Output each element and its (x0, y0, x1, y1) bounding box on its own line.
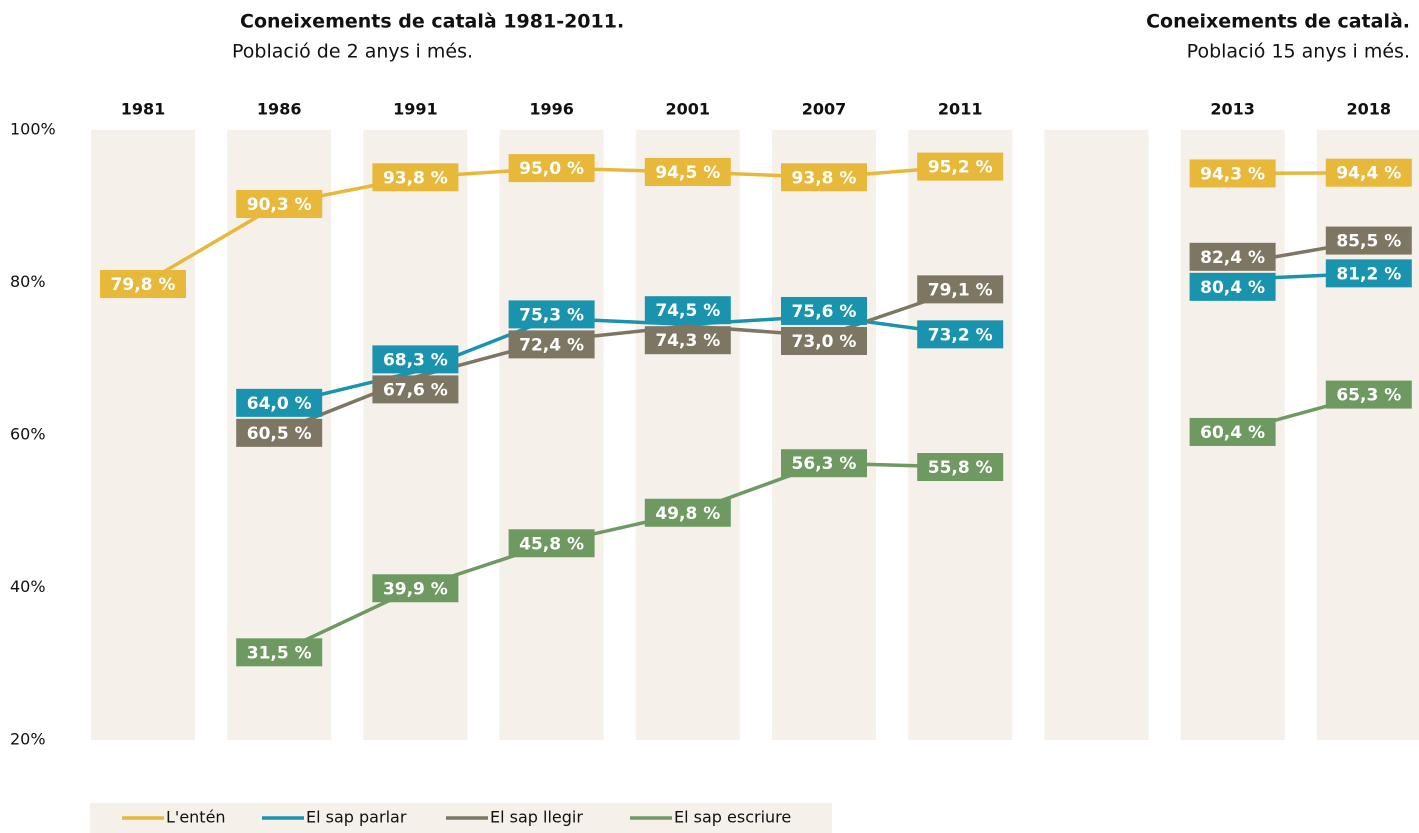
legend-label: El sap escriure (674, 808, 791, 827)
x-tick-label: 2011 (938, 100, 983, 119)
value-label-box (644, 326, 731, 355)
value-label: 74,5 % (655, 301, 720, 321)
value-label: 94,5 % (655, 163, 720, 183)
value-label-box (100, 270, 186, 299)
value-label-box (236, 418, 323, 447)
value-label-box (236, 638, 323, 667)
x-tick-label: 1996 (529, 100, 574, 119)
legend-label: L'entén (166, 808, 226, 827)
column-band (499, 130, 604, 740)
legend-label: El sap parlar (306, 808, 407, 827)
x-tick-label: 2001 (666, 100, 711, 119)
value-label-box (917, 152, 1004, 181)
x-tick-label: 2018 (1347, 100, 1392, 119)
value-label-box (644, 498, 731, 527)
value-label: 56,3 % (792, 454, 857, 474)
value-label-box (781, 163, 867, 192)
column-band (908, 130, 1013, 740)
value-label-box (781, 449, 867, 478)
x-tick-label: 1981 (121, 100, 166, 119)
value-label: 60,5 % (247, 424, 312, 444)
value-label: 73,2 % (928, 325, 993, 345)
x-tick-label: 2013 (1210, 100, 1255, 119)
value-label: 60,4 % (1200, 423, 1265, 443)
value-label-box (372, 345, 459, 374)
value-label-box (508, 330, 595, 359)
y-tick-label: 80% (10, 272, 46, 291)
value-label-box (781, 326, 867, 355)
value-label: 81,2 % (1336, 264, 1401, 284)
value-label: 95,0 % (519, 159, 584, 179)
column-band (772, 130, 876, 740)
value-label-box (917, 320, 1004, 349)
value-label: 82,4 % (1200, 248, 1265, 268)
value-label: 72,4 % (519, 335, 584, 355)
value-label: 79,1 % (928, 280, 993, 300)
value-label: 39,9 % (383, 579, 448, 599)
value-label-box (917, 275, 1004, 304)
value-label: 93,8 % (792, 168, 857, 188)
value-label-box (1325, 158, 1412, 187)
column-band (1044, 130, 1149, 740)
value-label-box (236, 189, 323, 218)
value-label: 65,3 % (1336, 386, 1401, 406)
value-label: 45,8 % (519, 534, 584, 554)
value-label-box (372, 375, 459, 404)
y-tick-label: 60% (10, 425, 46, 444)
value-label-box (508, 529, 595, 558)
value-label: 80,4 % (1200, 278, 1265, 298)
value-label: 49,8 % (655, 504, 720, 524)
value-label-box (781, 296, 867, 325)
right-subtitle: Població 15 anys i més. (1187, 41, 1410, 63)
column-band (1316, 130, 1419, 740)
value-label: 94,4 % (1336, 164, 1401, 184)
value-label-box (1189, 417, 1276, 446)
value-label: 64,0 % (247, 394, 312, 414)
y-tick-label: 20% (10, 730, 46, 749)
value-label-box (917, 453, 1004, 482)
value-label: 95,2 % (928, 158, 993, 178)
value-label: 31,5 % (247, 643, 312, 663)
value-label: 73,0 % (792, 332, 857, 352)
column-band (91, 130, 195, 740)
right-title: Coneixements de català. (1146, 11, 1410, 33)
value-label-box (644, 157, 731, 186)
value-label-box (644, 296, 731, 325)
x-tick-label: 1991 (393, 100, 438, 119)
value-label: 75,3 % (519, 305, 584, 325)
value-label-box (1325, 380, 1412, 409)
value-label: 67,6 % (383, 380, 448, 400)
value-label: 68,3 % (383, 350, 448, 370)
value-label-box (372, 163, 459, 192)
chart-subtitle: Població de 2 anys i més. (232, 41, 473, 63)
value-label-box (236, 388, 323, 417)
y-tick-label: 40% (10, 577, 46, 596)
y-tick-label: 100% (10, 120, 56, 139)
value-label-box (508, 154, 595, 183)
value-label-box (1189, 272, 1276, 301)
value-label-box (508, 300, 595, 329)
value-label: 85,5 % (1336, 232, 1401, 252)
value-label: 93,8 % (383, 168, 448, 188)
value-label: 79,8 % (111, 275, 176, 295)
value-label: 75,6 % (792, 302, 857, 322)
value-label-box (1325, 259, 1412, 288)
chart-title: Coneixements de català 1981-2011. (240, 11, 624, 33)
column-band (635, 130, 740, 740)
column-band (363, 130, 468, 740)
value-label-box (1189, 242, 1276, 271)
value-label: 94,3 % (1200, 164, 1265, 184)
x-tick-label: 1986 (257, 100, 302, 119)
value-label: 90,3 % (247, 195, 312, 215)
value-label: 55,8 % (928, 458, 993, 478)
x-tick-label: 2007 (802, 100, 847, 119)
value-label: 74,3 % (655, 331, 720, 351)
legend-label: El sap llegir (490, 808, 583, 827)
value-label-box (1189, 159, 1276, 188)
value-label-box (1325, 226, 1412, 255)
value-label-box (372, 574, 459, 603)
